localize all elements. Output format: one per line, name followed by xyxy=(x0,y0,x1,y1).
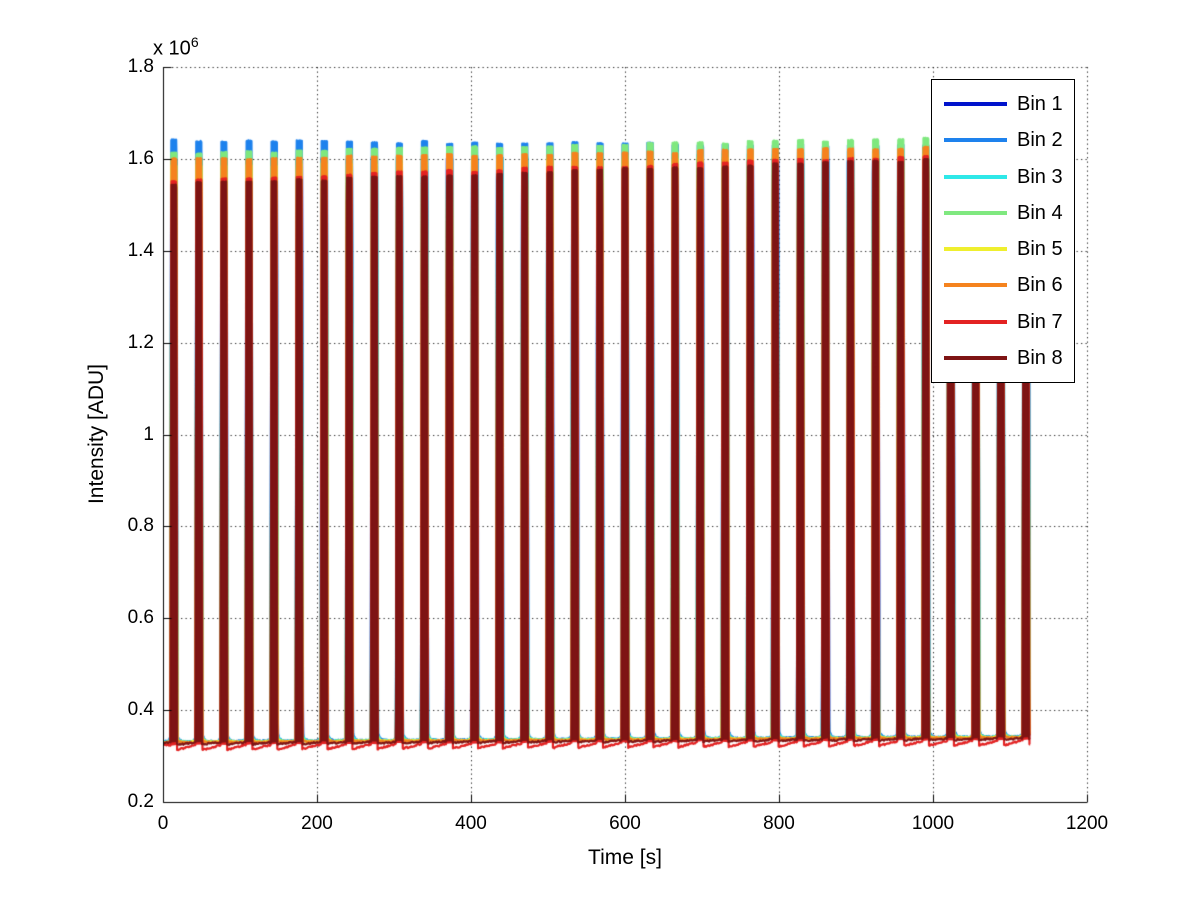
y-multiplier-exponent: 6 xyxy=(190,34,199,50)
y-axis-multiplier: x 106 xyxy=(153,34,199,61)
legend-entry: Bin 1 xyxy=(932,86,1074,122)
legend-label: Bin 2 xyxy=(1017,129,1063,152)
legend-line-swatch xyxy=(944,247,1007,252)
legend-label: Bin 1 xyxy=(1017,93,1063,116)
x-tick-label: 1200 xyxy=(1065,813,1109,834)
x-tick-label: 400 xyxy=(455,813,487,834)
y-tick-label: 1 xyxy=(143,423,154,445)
legend-entry: Bin 3 xyxy=(932,159,1074,195)
legend-line-swatch xyxy=(944,102,1007,107)
y-tick-label: 0.4 xyxy=(127,699,154,721)
legend-entry: Bin 5 xyxy=(932,231,1074,267)
x-tick-label: 200 xyxy=(301,813,333,834)
legend-entry: Bin 4 xyxy=(932,195,1074,231)
y-tick-label: 1.4 xyxy=(127,239,154,261)
y-tick-label: 0.8 xyxy=(127,515,154,537)
legend-label: Bin 3 xyxy=(1017,165,1063,188)
y-axis-label: Intensity [ADU] xyxy=(85,363,108,505)
legend-entry: Bin 7 xyxy=(932,304,1074,340)
legend-label: Bin 7 xyxy=(1017,310,1063,333)
legend-line-swatch xyxy=(944,319,1007,324)
legend-entry: Bin 6 xyxy=(932,267,1074,303)
legend-line-swatch xyxy=(944,174,1007,179)
legend-box: Bin 1 Bin 2 Bin 3 Bin 4 Bin 5 Bin 6 Bin 7 Bin 8 xyxy=(931,79,1075,383)
legend-label: Bin 8 xyxy=(1017,346,1063,369)
y-tick-label: 1.2 xyxy=(127,331,154,353)
y-tick-label: 1.8 xyxy=(127,56,154,77)
legend-line-swatch xyxy=(944,210,1007,215)
y-tick-label: 1.6 xyxy=(127,147,154,169)
x-tick-label: 800 xyxy=(763,813,795,834)
legend-line-swatch xyxy=(944,138,1007,143)
x-tick-label: 1000 xyxy=(911,813,955,834)
legend-entry: Bin 8 xyxy=(932,340,1074,376)
y-multiplier-base: x 10 xyxy=(153,37,191,60)
legend-line-swatch xyxy=(944,355,1007,360)
legend-entry: Bin 2 xyxy=(932,122,1074,158)
legend-label: Bin 4 xyxy=(1017,201,1063,224)
legend-label: Bin 5 xyxy=(1017,238,1063,261)
y-tick-label: 0.6 xyxy=(127,607,154,629)
x-axis-label: Time [s] xyxy=(588,846,662,869)
legend-line-swatch xyxy=(944,283,1007,288)
y-tick-label: 0.2 xyxy=(127,791,154,812)
x-tick-label: 0 xyxy=(157,813,169,834)
x-tick-label: 600 xyxy=(609,813,641,834)
legend-label: Bin 6 xyxy=(1017,274,1063,297)
